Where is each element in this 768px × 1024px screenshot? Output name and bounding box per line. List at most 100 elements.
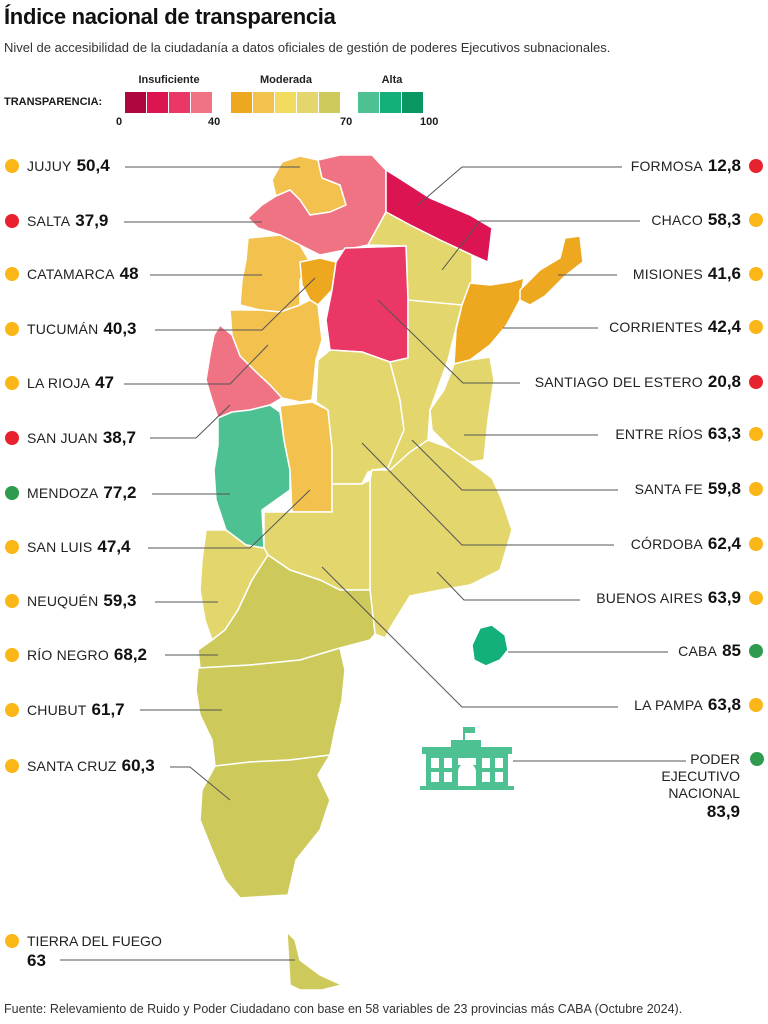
province-value: 38,7 (102, 428, 136, 447)
status-dot (749, 698, 763, 712)
province-value: 41,6 (707, 264, 741, 283)
province-name: SANTA CRUZ (27, 758, 117, 774)
province-name: MISIONES (632, 266, 703, 282)
source-note: Fuente: Relevamiento de Ruido y Poder Ci… (4, 1002, 683, 1016)
province-name: TUCUMÁN (27, 321, 99, 337)
status-dot (749, 213, 763, 227)
province-name: CORRIENTES (609, 319, 703, 335)
legend-swatch (191, 92, 212, 113)
pen-name-line-3: NACIONAL (668, 785, 740, 801)
status-dot (5, 322, 19, 336)
province-santiago (325, 245, 409, 363)
status-dot (749, 267, 763, 281)
province-name: ENTRE RÍOS (615, 426, 703, 442)
province-name: LA PAMPA (634, 697, 703, 713)
province-value: 47 (95, 373, 114, 392)
province-name: CÓRDOBA (630, 536, 703, 552)
status-dot (5, 431, 19, 445)
legend-swatch (169, 92, 190, 113)
status-dot (5, 214, 19, 228)
label-la-pampa: LA PAMPA 63,8 (634, 695, 763, 715)
label-mendoza: MENDOZA 77,2 (5, 483, 137, 503)
province-value: 42,4 (707, 317, 741, 336)
province-name: MENDOZA (27, 485, 99, 501)
label-san-juan: SAN JUAN 38,7 (5, 428, 136, 448)
legend-tick-0: 0 (116, 116, 123, 128)
status-dot (749, 591, 763, 605)
status-dot (5, 934, 19, 948)
label-la-rioja: LA RIOJA 47 (5, 373, 114, 393)
status-dot (749, 320, 763, 334)
province-value: 85 (722, 641, 741, 660)
province-santa-cruz (199, 754, 331, 899)
legend-tick-100: 100 (420, 116, 439, 128)
province-value: 63,3 (707, 424, 741, 443)
status-dot (750, 752, 764, 766)
province-name: TIERRA DEL FUEGO (27, 933, 162, 949)
province-mendoza (213, 404, 291, 549)
province-value: 47,4 (97, 537, 131, 556)
province-catamarca (239, 234, 311, 313)
status-dot (5, 267, 19, 281)
legend-swatch (147, 92, 168, 113)
legend-swatch (253, 92, 274, 113)
province-value: 59,8 (707, 479, 741, 498)
province-name: SAN LUIS (27, 539, 93, 555)
status-dot (5, 486, 19, 500)
label-catamarca: CATAMARCA 48 (5, 264, 139, 284)
province-name: CHUBUT (27, 702, 87, 718)
province-value: 77,2 (103, 483, 137, 502)
province-san-luis (279, 401, 333, 513)
legend-swatch (231, 92, 252, 113)
province-name: SANTIAGO DEL ESTERO (534, 374, 703, 390)
legend-swatch (319, 92, 340, 113)
legend-tick-40: 40 (208, 116, 221, 128)
legend-group-moderada: Moderada (260, 74, 312, 86)
status-dot (5, 594, 19, 608)
status-dot (749, 644, 763, 658)
province-name: JUJUY (27, 158, 72, 174)
status-dot (5, 376, 19, 390)
status-dot (749, 427, 763, 441)
legend-swatch (125, 92, 146, 113)
province-tucuman (299, 257, 337, 306)
legend-swatch (275, 92, 296, 113)
province-value: 63 (27, 951, 46, 970)
status-dot (749, 375, 763, 389)
status-dot (5, 648, 19, 662)
province-value: 63,9 (707, 588, 741, 607)
province-value: 12,8 (707, 156, 741, 175)
label-caba: CABA 85 (678, 641, 763, 661)
province-value: 40,3 (103, 319, 137, 338)
province-name: SAN JUAN (27, 430, 98, 446)
province-value: 20,8 (707, 372, 741, 391)
status-dot (5, 540, 19, 554)
legend-swatch (297, 92, 318, 113)
label-tierra-del-fuego: TIERRA DEL FUEGO 63 (5, 933, 162, 971)
province-value: 61,7 (91, 700, 125, 719)
label-jujuy: JUJUY 50,4 (5, 156, 110, 176)
label-rio-negro: RÍO NEGRO 68,2 (5, 645, 147, 665)
status-dot (749, 537, 763, 551)
legend-label: TRANSPARENCIA: (4, 96, 103, 108)
legend-swatches-alta (358, 92, 423, 113)
province-name: CATAMARCA (27, 266, 115, 282)
province-corrientes (453, 277, 525, 365)
page-title: Índice nacional de transparencia (4, 4, 336, 29)
province-value: 62,4 (707, 534, 741, 553)
province-value: 68,2 (113, 645, 148, 664)
pen-name-line-1: PODER (690, 751, 740, 767)
legend-tick-70: 70 (340, 116, 353, 128)
province-tierra-del-fuego (286, 931, 343, 991)
legend-group-insuficiente: Insuficiente (138, 74, 200, 86)
province-name: SANTA FE (634, 481, 703, 497)
status-dot (5, 703, 19, 717)
label-santiago-del-estero: SANTIAGO DEL ESTERO 20,8 (535, 372, 763, 392)
province-misiones (519, 235, 584, 306)
province-name: RÍO NEGRO (27, 647, 109, 663)
pen-value: 83,9 (706, 802, 740, 821)
legend-swatch (380, 92, 401, 113)
legend-swatch (402, 92, 423, 113)
legend-group-alta: Alta (381, 74, 403, 86)
